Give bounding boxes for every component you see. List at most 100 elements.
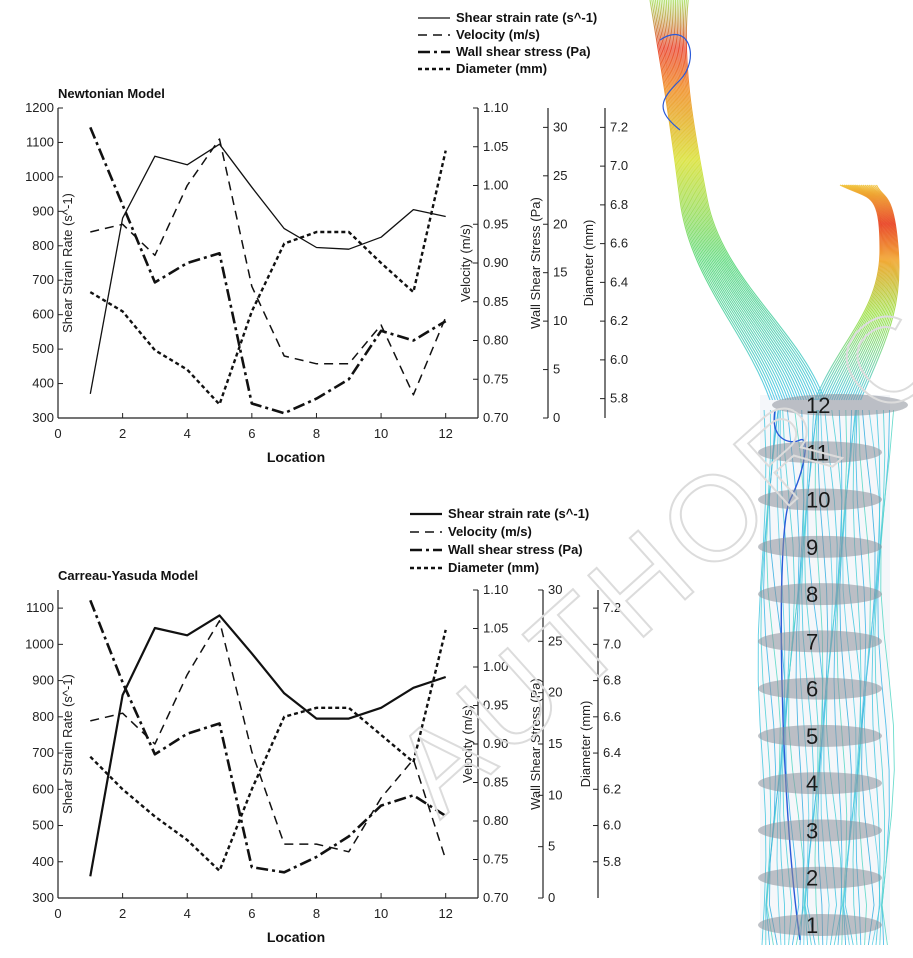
y-tick-label: 1.05 (483, 139, 508, 154)
cross-section-slice (758, 677, 882, 700)
streamline-right-branch (831, 184, 888, 401)
y-tick-label: 1100 (26, 134, 54, 149)
y-tick-label: 0.90 (483, 736, 508, 751)
legend-entry: Velocity (m/s) (456, 27, 540, 42)
y-tick-label: 0.80 (483, 813, 508, 828)
y-tick-label: 7.2 (610, 119, 628, 134)
series-line (90, 620, 447, 860)
x-tick-label: 10 (374, 426, 388, 441)
y-tick-label: 0.95 (483, 698, 508, 713)
streamline-left-branch (682, 0, 820, 401)
y-tick-label: 6.6 (603, 709, 621, 724)
slice-label: 3 (806, 818, 818, 843)
y-tick-label: 900 (32, 673, 54, 688)
cross-section-slice (758, 819, 882, 842)
y-tick-label: 10 (548, 787, 562, 802)
slice-label: 9 (806, 535, 818, 560)
y-tick-label: 900 (32, 203, 54, 218)
slice-label: 12 (806, 393, 830, 418)
y-tick-label: 800 (32, 238, 54, 253)
streamline-right-branch (845, 184, 894, 401)
x-tick-label: 6 (248, 906, 255, 921)
streamline-left-branch (649, 0, 771, 401)
y-tick-label: 400 (32, 376, 54, 391)
y-tick-label: 6.4 (610, 274, 628, 289)
y-tick-label: 6.4 (603, 745, 621, 760)
streamline-left-branch (658, 0, 784, 401)
x-axis-label: Location (267, 449, 325, 465)
streamline-right-branch (852, 184, 897, 401)
y-tick-label: 0.75 (483, 852, 508, 867)
y-tick-label: 600 (32, 307, 54, 322)
streamline-left-branch (681, 0, 818, 401)
streamline-right-branch (843, 184, 893, 401)
y-tick-label: 500 (32, 818, 54, 833)
y-tick-label: 1.05 (483, 621, 508, 636)
series-line (89, 150, 447, 406)
cross-section-slice (758, 630, 882, 653)
chart-title: Carreau-Yasuda Model (58, 568, 198, 583)
y-tick-label: 500 (32, 341, 54, 356)
y-tick-label: 25 (548, 633, 562, 648)
legend-entry: Wall shear stress (Pa) (448, 542, 583, 557)
series-line (89, 614, 447, 877)
y-tick-label: 6.0 (603, 818, 621, 833)
vessel-branches (649, 0, 900, 941)
y-axis-label: Diameter (mm) (578, 701, 593, 788)
y-tick-label: 0.70 (483, 410, 508, 425)
cross-section-slice (758, 772, 882, 795)
y-tick-label: 5.8 (603, 854, 621, 869)
streamline-left-branch (654, 0, 779, 401)
x-tick-label: 2 (119, 426, 126, 441)
series-line (89, 143, 446, 395)
slice-label: 7 (806, 629, 818, 654)
chart-title: Newtonian Model (58, 86, 165, 101)
y-tick-label: 300 (32, 890, 54, 905)
streamline-left-branch (651, 0, 774, 401)
y-tick-label: 6.6 (610, 236, 628, 251)
cross-section-slice (758, 724, 882, 747)
x-axis-label: Location (267, 929, 325, 945)
streamline-right-branch (857, 184, 899, 401)
vessel-streamline-illustration: 12 11 10 9 8 7 6 5 4 3 2 1 (649, 0, 908, 946)
y-tick-label: 0.95 (483, 216, 508, 231)
x-tick-label: 8 (313, 426, 320, 441)
y-tick-label: 700 (32, 272, 54, 287)
y-tick-label: 6.8 (603, 673, 621, 688)
y-tick-label: 20 (553, 216, 567, 231)
y-tick-label: 1200 (25, 100, 54, 115)
y-axis-label: Shear Strain Rate (s^-1) (60, 674, 75, 814)
streamline-left-branch (664, 0, 792, 401)
streamline-right-branch (848, 184, 895, 401)
slice-label: 2 (806, 866, 818, 891)
cross-section-slice (758, 488, 882, 511)
y-axis-label: Wall Shear Stress (Pa) (528, 197, 543, 329)
y-tick-label: 7.0 (610, 158, 628, 173)
streamline-left-branch (662, 0, 789, 401)
streamline-left-branch (671, 0, 802, 401)
legend-entry: Diameter (mm) (456, 61, 547, 76)
y-tick-label: 25 (553, 168, 567, 183)
streamline (880, 409, 895, 946)
y-tick-label: 1.00 (483, 178, 508, 193)
streamline-right-branch (828, 184, 887, 401)
recirculation-line (659, 33, 691, 131)
cross-section-slices: 12 11 10 9 8 7 6 5 4 3 2 1 (758, 393, 908, 938)
legend-entry: Shear strain rate (s^-1) (456, 10, 597, 25)
slice-label: 11 (806, 440, 829, 465)
x-tick-label: 6 (248, 426, 255, 441)
y-tick-label: 10 (553, 313, 567, 328)
slice-label: 6 (806, 677, 818, 702)
streamline-right-branch (838, 184, 891, 401)
x-tick-label: 10 (374, 906, 388, 921)
y-tick-label: 0.90 (483, 255, 508, 270)
series-line (89, 599, 447, 874)
y-tick-label: 15 (553, 265, 567, 280)
x-tick-label: 0 (54, 426, 61, 441)
streamline-right-branch (826, 184, 886, 401)
streamline-right-branch (855, 184, 898, 401)
y-tick-label: 30 (553, 119, 567, 134)
cross-section-slice (758, 441, 882, 464)
streamline-left-branch (673, 0, 805, 401)
